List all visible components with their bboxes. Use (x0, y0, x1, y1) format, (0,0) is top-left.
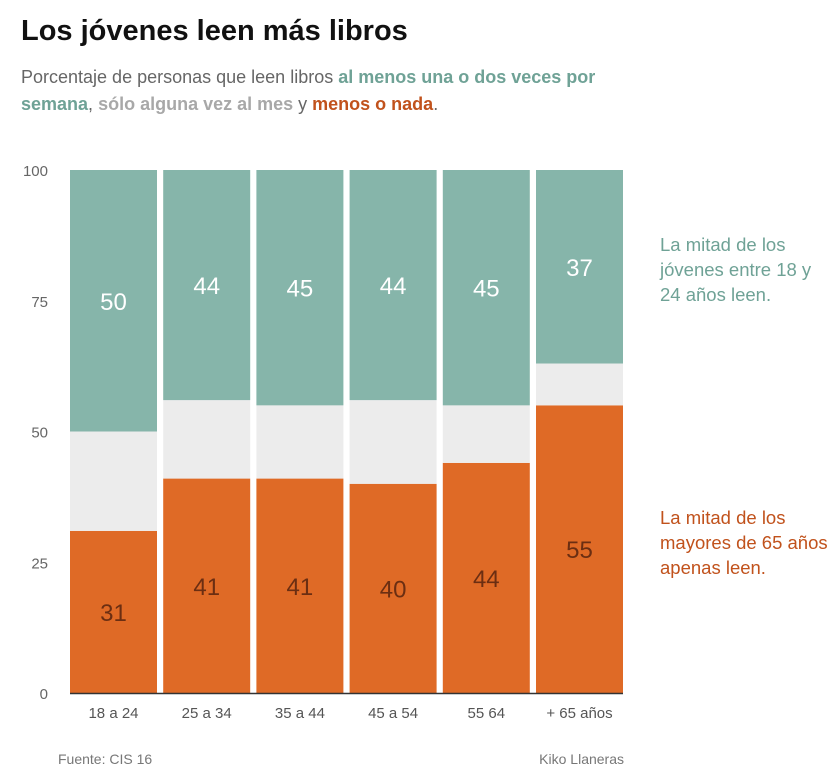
bar-segment-monthly (536, 363, 623, 406)
data-label: 45 (473, 276, 500, 303)
annotation-young-readers: La mitad de los jóvenes entre 18 y 24 añ… (660, 234, 812, 305)
x-tick-label: 35 a 44 (275, 705, 325, 722)
subtitle-prefix: Porcentaje de personas que leen libros (21, 67, 339, 87)
bar-segment-rarely (70, 530, 157, 693)
annotation-old-nonreaders: La mitad de los mayores de 65 años apena… (660, 507, 828, 578)
bar-segment-weekly (163, 170, 251, 401)
y-tick-label: 50 (31, 425, 48, 442)
data-label: 44 (193, 273, 220, 300)
bar-segment-monthly (256, 405, 344, 479)
legend-rarely: menos o nada (312, 94, 434, 114)
legend-weekly: al menos una o dos veces por semana (21, 67, 596, 114)
chart-title: Los jóvenes leen más libros (21, 15, 408, 47)
data-label: 40 (380, 576, 407, 603)
data-label: 37 (566, 255, 593, 282)
data-label: 55 (566, 537, 593, 564)
data-label: 44 (473, 566, 500, 593)
x-tick-label: 45 a 54 (368, 705, 418, 722)
bar-segment-weekly (70, 170, 157, 432)
data-label: 50 (100, 289, 127, 316)
y-tick-label: 100 (23, 163, 48, 180)
legend-monthly: sólo alguna vez al mes (98, 94, 294, 114)
x-tick-label: 55 64 (468, 705, 506, 722)
bar-segment-weekly (536, 170, 623, 364)
subtitle-separator: y (293, 94, 313, 114)
bar-segment-rarely (163, 478, 251, 693)
bar-segment-monthly (163, 400, 251, 479)
source-note: Fuente: CIS 16 (58, 751, 153, 767)
author-credit: Kiko Llaneras (539, 751, 624, 767)
y-tick-label: 0 (40, 686, 48, 703)
bar-segment-weekly (349, 170, 437, 401)
bar-segment-monthly (70, 431, 157, 531)
data-label: 45 (287, 276, 314, 303)
x-tick-label: 25 a 34 (182, 705, 232, 722)
bar-segment-monthly (349, 400, 437, 484)
bar-segment-rarely (536, 405, 623, 693)
bar-segment-rarely (349, 483, 437, 693)
bar-segment-rarely (256, 478, 344, 693)
x-tick-label: + 65 años (546, 705, 612, 722)
x-tick-label: 18 a 24 (88, 705, 138, 722)
bar-segment-monthly (442, 405, 530, 463)
bar-segment-rarely (442, 462, 530, 693)
y-tick-label: 75 (31, 294, 48, 311)
y-tick-label: 25 (31, 555, 48, 572)
data-label: 44 (380, 273, 407, 300)
bar-segment-weekly (442, 170, 530, 406)
subtitle-separator: , (88, 94, 99, 114)
bar-segment-weekly (256, 170, 344, 406)
data-label: 41 (193, 574, 220, 601)
data-label: 31 (100, 600, 127, 627)
chart-subtitle: Porcentaje de personas que leen libros a… (21, 64, 631, 118)
subtitle-end: . (433, 94, 439, 114)
data-label: 41 (287, 574, 314, 601)
